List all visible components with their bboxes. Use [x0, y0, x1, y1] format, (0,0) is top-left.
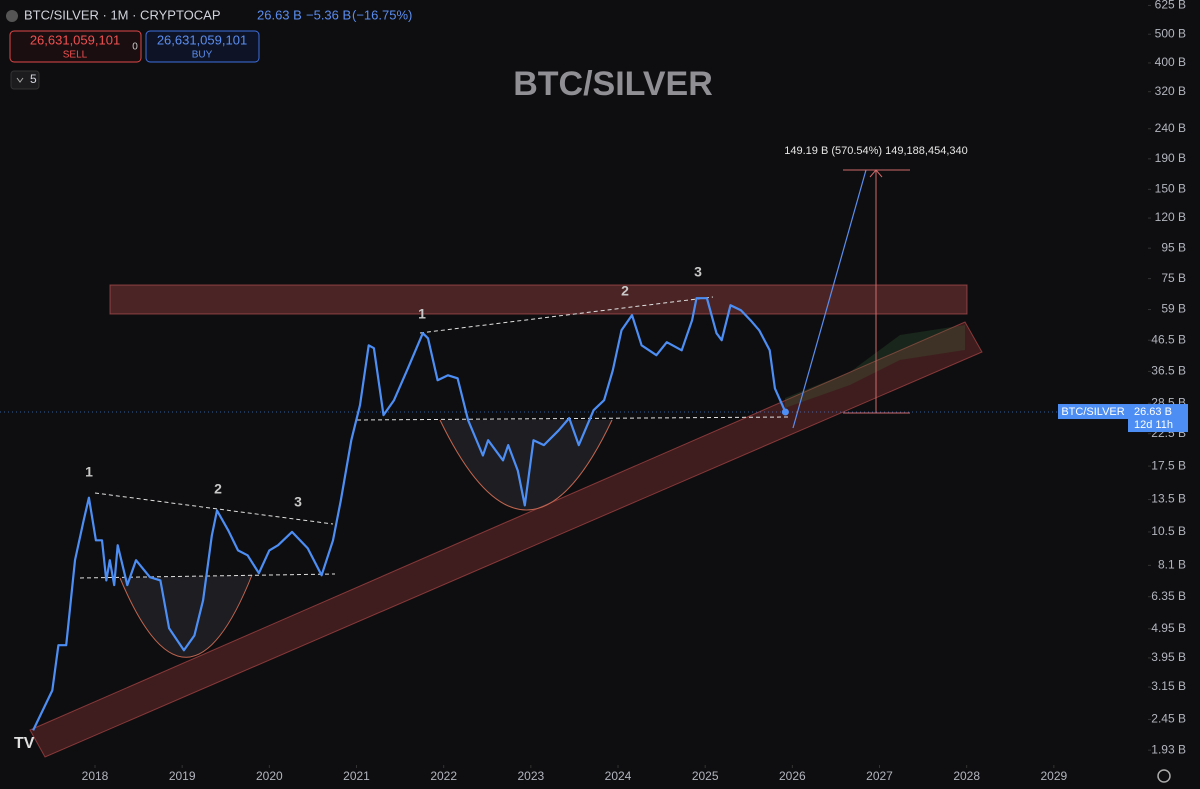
y-tick-label: 36.5 B: [1151, 364, 1186, 378]
y-tick-label: 1.93 B: [1151, 742, 1186, 756]
x-tick-label: 2020: [256, 769, 283, 783]
wave-label: 2: [621, 283, 629, 299]
y-tick-label: 625 B: [1155, 0, 1186, 12]
y-tick-label: 75 B: [1161, 271, 1186, 285]
series-tag: [1058, 404, 1128, 420]
measure-label: 149.19 B (570.54%) 149,188,454,340: [784, 145, 967, 157]
indicators-toggle[interactable]: [10, 70, 40, 90]
change: −5.36 B: [306, 7, 351, 22]
measure-arrow: [869, 169, 883, 178]
y-tick-label: 500 B: [1155, 26, 1186, 40]
y-tick-label: 190 B: [1155, 151, 1186, 165]
x-tick-label: 2027: [866, 769, 893, 783]
wave-label: 3: [694, 264, 702, 280]
price-line: [32, 297, 787, 731]
price-tag-countdown: 12d 11h: [1134, 419, 1173, 431]
price-tag-value: 26.63 B: [1134, 406, 1172, 418]
last-price: 26.63 B: [257, 7, 302, 22]
channel: [29, 321, 983, 758]
indicators-count: 5: [30, 72, 37, 86]
x-tick-label: 2023: [518, 769, 545, 783]
last-point: [781, 408, 789, 416]
trend-line: [94, 492, 334, 525]
y-tick-label: 8.1 B: [1158, 558, 1186, 572]
x-tick-label: 2024: [605, 769, 632, 783]
x-tick-label: 2022: [430, 769, 457, 783]
y-tick-label: 95 B: [1161, 240, 1186, 254]
cloud: [785, 325, 965, 408]
resistance-zone: [109, 284, 968, 315]
y-tick-label: 59 B: [1161, 302, 1186, 316]
y-tick-label: 120 B: [1155, 210, 1186, 224]
x-tick-label: 2025: [692, 769, 719, 783]
price-tag: [1128, 404, 1188, 433]
wave-label: 2: [214, 481, 222, 497]
change-pct: (−16.75%): [352, 7, 412, 22]
trend-line: [419, 296, 714, 334]
y-tick-label: 2.45 B: [1151, 712, 1186, 726]
y-tick-label: 10.5 B: [1151, 524, 1186, 538]
cup-arc: [119, 574, 253, 658]
logo: [6, 10, 18, 22]
y-tick-label: 240 B: [1155, 121, 1186, 135]
sell-button[interactable]: [9, 30, 142, 63]
x-tick-label: 2029: [1041, 769, 1068, 783]
series-name: BTC/SILVER: [1061, 406, 1124, 418]
cup-arc: [439, 419, 613, 511]
symbol-title: BTC/SILVER · 1M · CRYPTOCAP: [24, 7, 221, 22]
y-tick-label: 3.15 B: [1151, 679, 1186, 693]
tv-logo: TV: [14, 735, 35, 752]
sell-label: SELL: [63, 50, 88, 61]
y-tick-label: 13.5 B: [1151, 492, 1186, 506]
spread: 0: [132, 42, 138, 53]
trend-line: [356, 416, 791, 421]
sell-price: 26,631,059,101: [30, 32, 120, 47]
buy-label: BUY: [192, 50, 213, 61]
x-tick-label: 2026: [779, 769, 806, 783]
y-tick-label: 400 B: [1155, 55, 1186, 69]
buy-button[interactable]: [145, 30, 260, 63]
settings-icon[interactable]: [1157, 769, 1171, 783]
trend-line: [79, 573, 336, 579]
buy-price: 26,631,059,101: [157, 32, 247, 47]
y-tick-label: 4.95 B: [1151, 621, 1186, 635]
chevron: [16, 77, 24, 83]
y-tick-label: 320 B: [1155, 84, 1186, 98]
projection-line: [792, 169, 867, 429]
y-tick-label: 150 B: [1155, 181, 1186, 195]
wave-label: 1: [85, 464, 93, 480]
x-tick-label: 2028: [953, 769, 980, 783]
watermark: BTC/SILVER: [513, 65, 713, 103]
y-tick-label: 6.35 B: [1151, 589, 1186, 603]
y-tick-label: 46.5 B: [1151, 332, 1186, 346]
x-tick-label: 2019: [169, 769, 196, 783]
x-tick-label: 2018: [82, 769, 109, 783]
y-tick-label: 17.5 B: [1151, 458, 1186, 472]
y-tick-label: 3.95 B: [1151, 650, 1186, 664]
wave-label: 1: [418, 306, 426, 322]
x-tick-label: 2021: [343, 769, 370, 783]
wave-label: 3: [294, 494, 302, 510]
